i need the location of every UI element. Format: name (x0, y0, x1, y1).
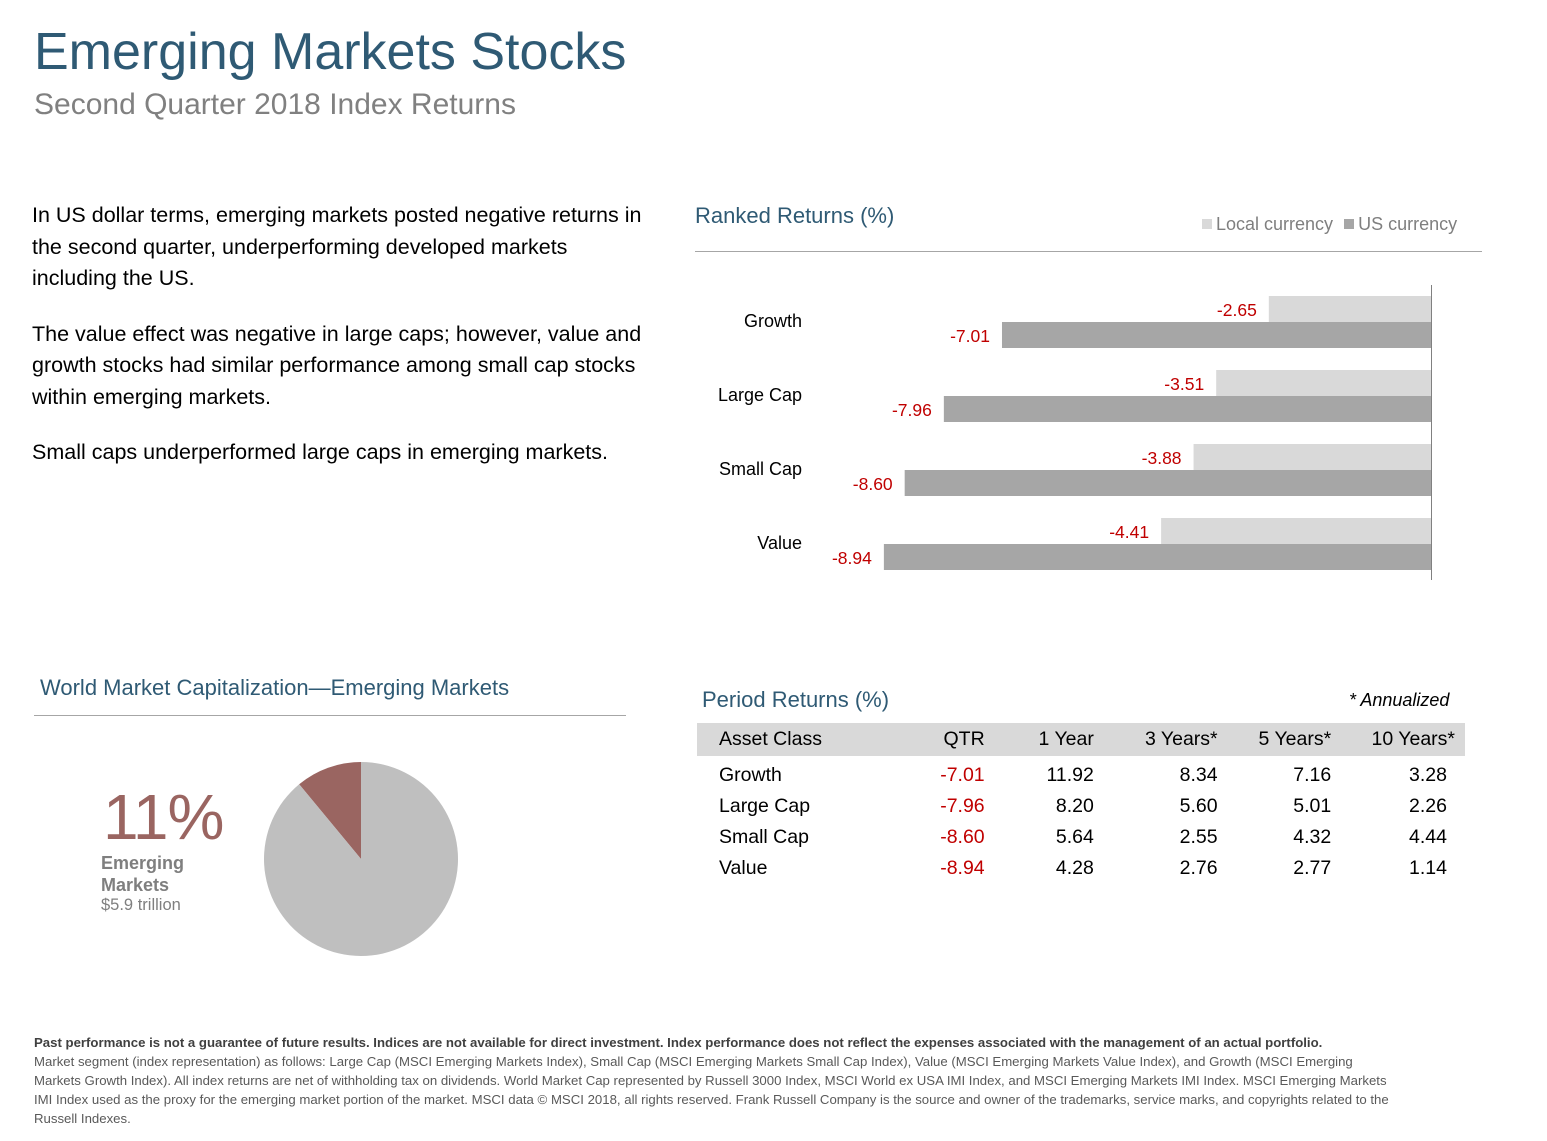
bar-us-currency (1001, 322, 1431, 348)
bar-local-currency (1216, 370, 1431, 396)
return-cell: -8.60 (940, 826, 985, 848)
table-row: Growth -7.01 11.92 8.34 7.16 3.28 (697, 756, 1465, 791)
data-label: -8.60 (853, 474, 893, 494)
bar-us-currency (883, 544, 1431, 570)
legend-swatch-us (1344, 219, 1355, 229)
return-cell: 5.60 (1179, 795, 1218, 817)
return-cell: -7.96 (940, 795, 985, 817)
data-label: -2.65 (1217, 300, 1257, 320)
bar-us-currency (943, 396, 1431, 422)
bar-local-currency (1268, 296, 1431, 322)
column-header: 3 Years* (1093, 723, 1218, 756)
legend-label-us: US currency (1358, 213, 1458, 234)
return-cell: 2.77 (1293, 857, 1332, 879)
table-header-row: Asset Class QTR 1 Year 3 Years* 5 Years*… (697, 723, 1465, 756)
data-label: -3.88 (1142, 448, 1182, 468)
bar-us-currency (904, 470, 1431, 496)
disclaimer-text: Market segment (index representation) as… (34, 1054, 1389, 1126)
column-header: Asset Class (697, 723, 889, 756)
return-cell: 2.55 (1179, 826, 1218, 848)
return-cell: 7.16 (1293, 764, 1332, 786)
market-cap-title: World Market Capitalization—Emerging Mar… (40, 675, 510, 700)
market-cap-label: Emerging Markets (101, 853, 185, 895)
return-cell: -7.01 (940, 764, 985, 786)
pie-slice-emerging (299, 762, 361, 859)
column-header: QTR (888, 723, 985, 756)
return-cell: 4.44 (1409, 826, 1447, 848)
return-cell: 2.26 (1409, 795, 1447, 817)
asset-class-cell: Small Cap (719, 826, 809, 848)
return-cell: 3.28 (1409, 764, 1447, 786)
pie-slice-rest (264, 762, 458, 956)
return-cell: -8.94 (940, 857, 985, 879)
intro-paragraph: In US dollar terms, emerging markets pos… (32, 203, 642, 290)
table-row: Small Cap -8.60 5.64 2.55 4.32 4.44 (697, 822, 1465, 853)
category-label: Growth (744, 311, 802, 331)
return-cell: 11.92 (1046, 764, 1094, 786)
data-label: -7.01 (950, 326, 990, 346)
asset-class-cell: Growth (719, 764, 782, 786)
market-cap-divider (34, 715, 626, 716)
category-label: Value (757, 533, 802, 553)
page-title: Emerging Markets Stocks (34, 23, 627, 81)
period-returns-title: Period Returns (%) (702, 687, 890, 712)
asset-class-cell: Large Cap (719, 795, 811, 817)
table-row: Value -8.94 4.28 2.76 2.77 1.14 (697, 853, 1465, 884)
return-cell: 8.20 (1055, 795, 1094, 817)
data-label: -8.94 (832, 548, 872, 568)
market-cap-pie (264, 762, 458, 956)
return-cell: 5.64 (1055, 826, 1094, 848)
market-cap-percent: 11% (103, 781, 224, 853)
column-header: 1 Year (984, 723, 1094, 756)
table-row: Large Cap -7.96 8.20 5.60 5.01 2.26 (697, 791, 1465, 822)
intro-text: In US dollar terms, emerging markets pos… (32, 200, 642, 493)
data-label: -4.41 (1109, 522, 1149, 542)
category-label: Large Cap (718, 385, 802, 405)
data-label: -3.51 (1164, 374, 1204, 394)
intro-paragraph: The value effect was negative in large c… (32, 321, 642, 409)
column-header: 10 Years* (1331, 723, 1465, 756)
asset-class-cell: Value (719, 857, 768, 879)
annualized-note: * Annualized (1349, 690, 1450, 710)
return-cell: 4.32 (1293, 826, 1332, 848)
category-label: Small Cap (719, 459, 802, 479)
legend-swatch-local (1202, 219, 1212, 229)
return-cell: 8.34 (1179, 764, 1218, 786)
column-header: 5 Years* (1217, 723, 1332, 756)
return-cell: 4.28 (1055, 857, 1094, 879)
ranked-returns-chart: Growth -2.65 -7.01 Large Cap -3.51 -7.96 Small… (718, 285, 1432, 580)
disclaimer: Past performance is not a guarantee of f… (34, 1033, 1394, 1128)
return-cell: 5.01 (1293, 795, 1332, 817)
market-cap-value: $5.9 trillion (101, 896, 181, 914)
return-cell: 2.76 (1179, 857, 1218, 879)
legend-item-local: Local currency (1202, 214, 1333, 235)
ranked-returns-title: Ranked Returns (%) (695, 203, 895, 228)
legend-label-local: Local currency (1216, 213, 1334, 234)
bar-local-currency (1161, 518, 1431, 544)
ranked-divider (695, 251, 1482, 252)
disclaimer-bold: Past performance is not a guarantee of f… (34, 1035, 1323, 1050)
page-subtitle: Second Quarter 2018 Index Returns (34, 88, 516, 121)
intro-paragraph: Small caps underperformed large caps in … (32, 440, 608, 464)
data-label: -7.96 (892, 400, 932, 420)
ranked-legend: Local currency US currency (1196, 213, 1457, 235)
period-returns-table: Asset Class QTR 1 Year 3 Years* 5 Years*… (697, 723, 1465, 884)
bar-local-currency (1193, 444, 1431, 470)
return-cell: 1.14 (1409, 857, 1447, 879)
legend-item-us: US currency (1344, 214, 1457, 235)
